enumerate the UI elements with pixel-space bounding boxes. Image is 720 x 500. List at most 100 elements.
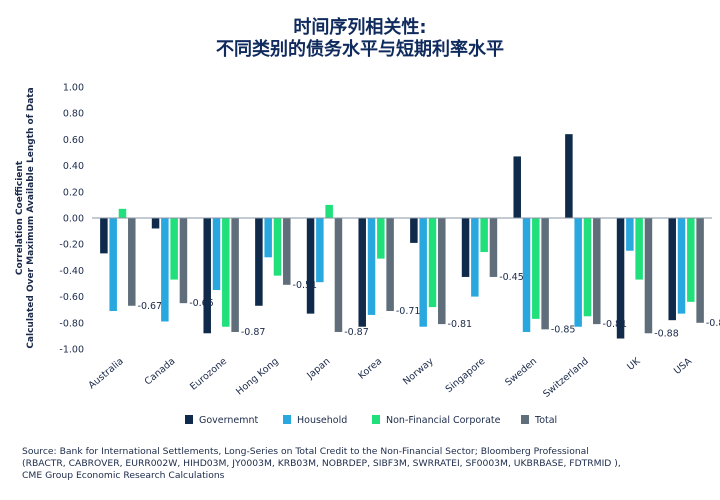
data-label-total: -0.88	[654, 328, 679, 339]
x-tick-label: Australia	[86, 356, 125, 391]
bar-norway-series-4	[438, 218, 446, 325]
y-tick-label: 0.40	[63, 161, 84, 172]
y-tick-label: 0.20	[63, 187, 84, 198]
legend-label-4: Total	[534, 415, 557, 426]
bar-hong-kong-series-1	[255, 218, 263, 306]
y-tick-label: 0.80	[63, 109, 84, 120]
legend-label-3: Non-Financial Corporate	[386, 415, 501, 426]
bar-singapore-series-4	[489, 218, 498, 277]
bar-korea-series-2	[367, 218, 376, 315]
data-label-total: -0.65	[189, 298, 214, 309]
source-line-1: Source: Bank for International Settlemen…	[22, 446, 589, 457]
bar-eurozone-series-3	[222, 218, 230, 327]
source-note: Source: Bank for International Settlemen…	[22, 446, 702, 482]
bar-switzerland-series-2	[574, 218, 582, 327]
bar-hong-kong-series-3	[273, 218, 282, 276]
title-line-1: 时间序列相关性:	[293, 16, 426, 38]
y-tick-label: -1.00	[59, 345, 84, 356]
data-label-total: -0.87	[241, 327, 266, 338]
bar-japan-series-3	[325, 204, 333, 218]
bar-usa-series-4	[696, 218, 704, 323]
x-tick-label: UK	[625, 355, 643, 372]
x-tick-label: Canada	[143, 356, 178, 388]
legend-swatch-4	[521, 415, 529, 424]
x-axis-ticks: Australia Canada Eurozone Hong Kong Japan Kor…	[86, 355, 694, 400]
bar-eurozone-series-4	[231, 218, 239, 332]
x-tick-label: Sweden	[503, 356, 539, 389]
bar-singapore-series-1	[461, 218, 470, 277]
bar-korea-series-1	[358, 218, 366, 327]
bar-australia-series-2	[109, 218, 117, 312]
bar-uk-series-4	[644, 218, 653, 334]
bar-sweden-series-3	[532, 218, 540, 319]
bar-canada-series-2	[161, 218, 169, 322]
x-tick-label: Norway	[401, 356, 436, 388]
source-line-3: CME Group Economic Research Calculations	[22, 470, 225, 481]
y-tick-label: 0.60	[63, 135, 84, 146]
title-line-2: 不同类别的债务水平与短期利率水平	[216, 38, 504, 60]
bar-usa-series-1	[668, 218, 676, 321]
bar-usa-series-3	[687, 218, 695, 302]
y-axis-label: Correlation Coefficient Calculated Over M…	[15, 87, 36, 348]
data-label-total: -0.67	[138, 301, 163, 312]
x-tick-label: Hong Kong	[234, 356, 281, 398]
legend-swatch-3	[372, 415, 380, 424]
bar-uk-series-1	[616, 218, 625, 339]
bar-switzerland-series-3	[583, 218, 592, 317]
y-axis-ticks: 1.00 0.80 0.60 0.40 0.20 0.00 -0.20 -0.40 -0.60 -…	[59, 83, 84, 356]
y-tick-label: 0.00	[63, 214, 84, 225]
x-tick-label: USA	[672, 356, 695, 377]
bar-canada-series-3	[170, 218, 178, 280]
bar-switzerland-series-4	[593, 218, 601, 325]
bar-sweden-series-4	[541, 218, 549, 330]
bar-norway-series-1	[410, 218, 418, 243]
y-label-line-2: Calculated Over Maximum Available Length…	[26, 87, 36, 348]
y-tick-label: -0.20	[59, 240, 84, 251]
bar-japan-series-4	[334, 218, 343, 332]
data-label-total: -0.87	[344, 327, 369, 338]
bar-korea-series-3	[377, 218, 385, 259]
bar-norway-series-3	[428, 218, 437, 308]
data-label-total: -0.51	[293, 280, 318, 291]
bar-uk-series-3	[635, 218, 643, 280]
data-label-total: -0.85	[551, 324, 576, 335]
bar-sweden-series-1	[513, 156, 521, 218]
y-tick-label: 1.00	[63, 83, 84, 94]
chart-title: 时间序列相关性:不同类别的债务水平与短期利率水平	[216, 16, 504, 60]
bar-japan-series-1	[306, 218, 315, 314]
bar-uk-series-2	[626, 218, 634, 251]
y-tick-label: -0.80	[59, 318, 84, 329]
bar-canada-series-1	[151, 218, 160, 229]
bar-hong-kong-series-4	[283, 218, 291, 285]
bar-singapore-series-2	[471, 218, 479, 297]
legend-label-2: Household	[297, 415, 347, 426]
legend-label-1: Governemnt	[199, 415, 259, 426]
bar-australia-series-4	[128, 218, 136, 306]
legend-swatch-2	[283, 415, 291, 424]
data-label-total: -0.80	[706, 318, 720, 329]
data-label-total: -0.71	[396, 306, 421, 317]
x-tick-label: Japan	[304, 356, 332, 382]
bar-usa-series-2	[677, 218, 686, 314]
bar-japan-series-2	[316, 218, 324, 283]
x-tick-label: Eurozone	[188, 356, 229, 393]
bar-canada-series-4	[179, 218, 188, 304]
bar-hong-kong-series-2	[264, 218, 272, 258]
data-label-total: -0.81	[603, 319, 628, 330]
x-tick-label: Korea	[356, 356, 384, 382]
data-labels: -0.67 -0.65 -0.87 -0.51 -0.87 -0.71 -0.81 -0.45…	[138, 272, 720, 339]
bar-eurozone-series-2	[212, 218, 221, 291]
data-label-total: -0.45	[499, 272, 524, 283]
bar-korea-series-4	[386, 218, 394, 312]
bars	[100, 134, 704, 339]
legend: Governemnt Household Non-Financial Corpora…	[185, 415, 557, 426]
y-tick-label: -0.60	[59, 292, 84, 303]
data-label-total: -0.81	[448, 319, 473, 330]
x-tick-label: Switzerland	[541, 356, 591, 400]
y-tick-label: -0.40	[59, 266, 84, 277]
legend-swatch-1	[185, 415, 193, 424]
bar-singapore-series-3	[480, 218, 488, 253]
bar-australia-series-1	[100, 218, 108, 254]
bar-switzerland-series-1	[565, 134, 573, 218]
